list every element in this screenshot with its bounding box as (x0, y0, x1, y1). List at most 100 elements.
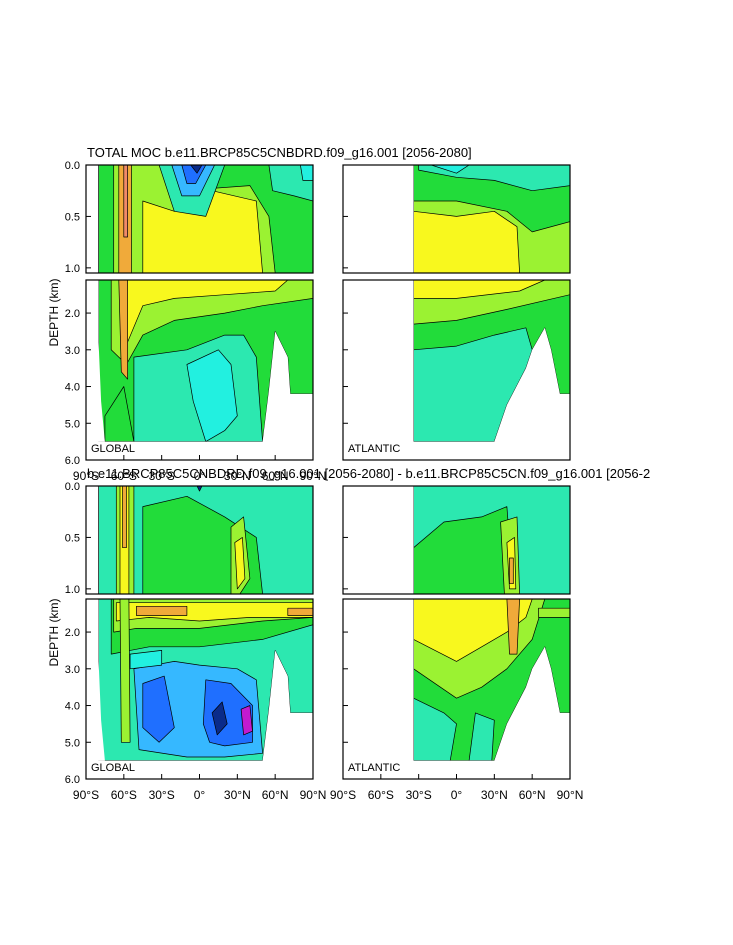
contour-band-orange (506, 599, 520, 655)
panel-frame (342, 485, 571, 595)
x-tick-label: 90°N (557, 788, 584, 802)
y-tick-label: 2.0 (65, 627, 80, 639)
panel-total-global: GLOBAL 0.0 0.5 1.0 2.0 3.0 4.0 5.0 6.0 DEPTH (km)… (47, 160, 326, 483)
contour-band-navy (211, 701, 228, 736)
x-tick-label: 60°S (111, 788, 137, 802)
y-tick-label: 1.0 (65, 263, 80, 275)
contour-band-lime (538, 607, 570, 618)
x-tick-label: 30°S (149, 788, 175, 802)
panel-frame (342, 164, 571, 274)
contour-band-yellow (413, 599, 533, 662)
basin-label: ATLANTIC (348, 762, 400, 774)
contour-band-magenta (240, 705, 253, 736)
y-tick-label: 1.0 (65, 584, 80, 596)
land-mask (494, 646, 570, 761)
land-mask (343, 280, 414, 460)
x-tick-label: 90°S (73, 788, 99, 802)
panel-total-atlantic: ATLANTIC (342, 164, 571, 461)
x-tick-label: 30°S (406, 788, 432, 802)
land-mask (343, 441, 570, 460)
contour-band-cyan (300, 165, 313, 181)
contour-band-salmon (123, 165, 128, 238)
y-axis-label: DEPTH (km) (47, 279, 61, 347)
land-mask (262, 331, 313, 442)
land-mask (262, 650, 313, 761)
land-mask (86, 441, 313, 460)
contour-band-navy (190, 165, 203, 174)
contour-layer-lo (86, 280, 313, 460)
x-tick-label: 30°S (149, 469, 175, 483)
land-mask (494, 327, 570, 442)
y-tick-label: 3.0 (65, 664, 80, 676)
x-tick-label: 60°N (262, 788, 289, 802)
contour-layer-lo (343, 280, 570, 460)
x-tick-label: 60°N (519, 788, 546, 802)
contour-layer-lo (86, 599, 313, 779)
contour-band-yellow (413, 210, 520, 273)
y-tick-label: 5.0 (65, 418, 80, 430)
bottom-title: b.e11.BRCP85C5CNBDRD.f09_g16.001 [2056-2… (87, 466, 650, 481)
y-tick-label: 3.0 (65, 345, 80, 357)
panel-frame (85, 164, 314, 274)
y-tick-label: 6.0 (65, 455, 80, 467)
panel-frame (342, 279, 571, 461)
contour-layer-up (98, 165, 313, 273)
contour-band-orange (118, 280, 128, 380)
contour-layer-up (343, 486, 570, 594)
x-tick-label: 60°S (368, 788, 394, 802)
y-tick-label: 5.0 (65, 737, 80, 749)
y-tick-label: 0.5 (65, 211, 80, 223)
land-mask (343, 165, 414, 273)
y-tick-label: 0.0 (65, 160, 80, 172)
y-tick-label: 6.0 (65, 774, 80, 786)
x-tick-label: 90°S (330, 788, 356, 802)
land-mask (86, 280, 105, 442)
contour-band-lime (119, 599, 131, 743)
y-tick-label: 0.0 (65, 481, 80, 493)
y-tick-label: 4.0 (65, 701, 80, 713)
contour-layer-lo (343, 599, 570, 779)
x-tick-label: 90°S (73, 469, 99, 483)
x-tick-label: 0° (194, 788, 206, 802)
contour-band-cyan (186, 349, 238, 442)
contour-band-yellow (234, 537, 246, 590)
contour-band-orange (122, 486, 127, 549)
x-tick-label: 30°N (481, 788, 508, 802)
contour-band-orange (287, 607, 313, 616)
land-mask (86, 599, 105, 761)
panel-frame (85, 485, 314, 595)
land-mask (86, 760, 313, 779)
x-tick-label: 90°N (300, 469, 327, 483)
contour-band-green (413, 506, 514, 594)
contour-band-orange (509, 557, 514, 585)
basin-label: GLOBAL (91, 762, 135, 774)
contour-layer-up (343, 165, 570, 273)
y-tick-label: 2.0 (65, 308, 80, 320)
panel-diff-atlantic: ATLANTIC 90°S 60°S 30°S 0° 30°N 60°N 90°N (330, 485, 584, 802)
x-tick-label: 60°S (111, 469, 137, 483)
x-tick-label: 60°N (262, 469, 289, 483)
y-tick-label: 0.5 (65, 532, 80, 544)
land-mask (343, 760, 570, 779)
contour-band-blue (142, 675, 175, 743)
contour-band-navy (196, 486, 203, 492)
land-mask (343, 486, 414, 594)
top-title: TOTAL MOC b.e11.BRCP85C5CNBDRD.f09_g16.0… (87, 145, 472, 160)
basin-label: ATLANTIC (348, 443, 400, 455)
basin-label: GLOBAL (91, 443, 135, 455)
contour-band-blue (181, 165, 207, 184)
panel-diff-global: GLOBAL 0.0 0.5 1.0 2.0 3.0 4.0 5.0 6.0 DEPTH (km)… (47, 481, 326, 802)
x-tick-label: 30°N (224, 469, 251, 483)
contour-band-cyan (430, 165, 470, 174)
y-tick-label: 4.0 (65, 382, 80, 394)
contour-band-cyan (129, 650, 163, 670)
contour-band-orange (136, 605, 188, 616)
y-axis-label: DEPTH (km) (47, 599, 61, 667)
contour-layer-up (98, 486, 313, 594)
x-tick-label: 0° (451, 788, 463, 802)
x-tick-label: 30°N (224, 788, 251, 802)
x-tick-label: 0° (194, 469, 206, 483)
x-tick-label: 90°N (300, 788, 327, 802)
land-mask (343, 599, 414, 779)
